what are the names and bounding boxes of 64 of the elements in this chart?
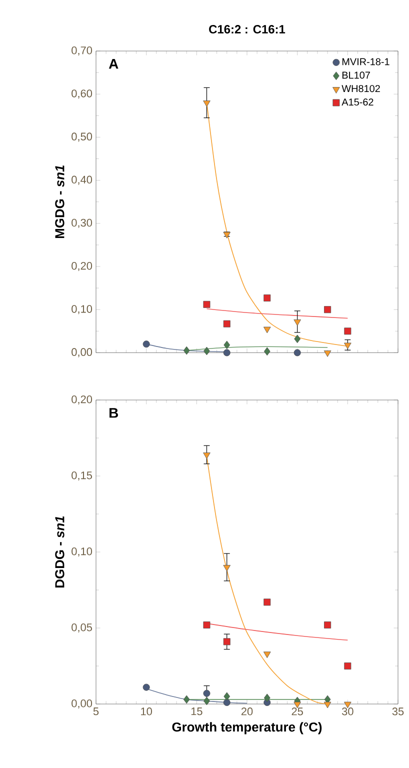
point	[344, 662, 352, 670]
legend-label: MVIR-18-1	[342, 58, 390, 66]
legend-label: BL107	[342, 72, 370, 79]
x-tick-label: 30	[342, 708, 354, 716]
point	[203, 300, 210, 308]
point	[294, 349, 301, 356]
point	[263, 652, 271, 658]
y-tick-label: 0,00	[72, 348, 92, 358]
point	[344, 328, 352, 335]
legend-label: WH8102	[342, 85, 380, 92]
x-tick-label: 20	[241, 708, 253, 716]
y-tick-label: 0,30	[72, 218, 92, 228]
point	[324, 621, 332, 628]
point	[263, 326, 271, 334]
point	[324, 702, 332, 708]
y-axis-title: MGDG - sn1	[55, 165, 64, 238]
y-tick-label: 0,20	[72, 262, 92, 272]
point	[142, 684, 150, 691]
point	[223, 349, 230, 356]
point	[294, 319, 301, 326]
point	[324, 350, 332, 357]
point	[224, 340, 230, 350]
y-tick-label: 0,70	[72, 46, 92, 56]
point	[203, 690, 210, 697]
point	[264, 694, 270, 702]
point	[183, 346, 190, 355]
x-tick-label: 25	[292, 708, 303, 716]
y-axis-title: DGDG - sn1	[55, 516, 64, 588]
y-tick-label: 0,60	[72, 90, 92, 99]
point	[324, 306, 332, 314]
point	[183, 695, 190, 704]
x-tick-label: 35	[392, 708, 404, 716]
y-tick-label: 0,00	[72, 699, 92, 709]
y-tick-label: 0,10	[72, 305, 92, 314]
y-tick-label: 0,50	[72, 132, 92, 142]
point	[203, 452, 210, 459]
annotation: A	[108, 59, 118, 69]
point	[142, 340, 150, 348]
point	[223, 638, 230, 646]
x-tick-label: 5	[93, 708, 99, 716]
point	[344, 342, 352, 350]
point	[223, 565, 231, 572]
point	[223, 320, 230, 328]
y-tick-label: 0,40	[72, 176, 92, 185]
point	[224, 692, 230, 701]
y-tick-label: 0,20	[72, 395, 92, 405]
y-tick-label: 0,05	[72, 623, 92, 633]
point	[223, 698, 230, 706]
legend-label: A15-62	[342, 98, 374, 106]
point	[204, 696, 210, 706]
point	[264, 294, 271, 302]
y-tick-label: 0,15	[72, 471, 92, 481]
x-tick-label: 15	[191, 708, 202, 716]
y-tick-label: 0,10	[72, 547, 92, 557]
point	[264, 347, 270, 356]
point	[203, 100, 210, 107]
x-tick-label: 10	[141, 708, 152, 716]
point	[203, 621, 210, 628]
point	[294, 334, 301, 344]
x-axis-title: Growth temperature (°C)	[172, 722, 322, 734]
point	[264, 598, 271, 606]
chart-title: C16:2 : C16:1	[209, 25, 286, 34]
annotation: B	[110, 408, 118, 418]
point	[204, 346, 210, 356]
